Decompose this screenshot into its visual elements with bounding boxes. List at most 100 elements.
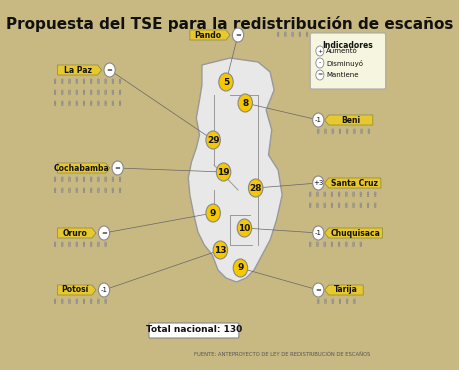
Text: =: = — [106, 67, 112, 73]
FancyBboxPatch shape — [76, 301, 77, 303]
Circle shape — [68, 299, 70, 301]
Circle shape — [359, 192, 361, 194]
FancyBboxPatch shape — [90, 103, 92, 105]
Circle shape — [218, 73, 233, 91]
Circle shape — [97, 188, 99, 190]
Text: FUENTE: ANTEPROYECTO DE LEY DE REDISTRIBUCIÓN DE ESCAÑOS: FUENTE: ANTEPROYECTO DE LEY DE REDISTRIB… — [194, 353, 369, 357]
Text: =: = — [317, 73, 322, 77]
Circle shape — [83, 90, 84, 92]
FancyBboxPatch shape — [83, 81, 84, 84]
Polygon shape — [324, 178, 380, 188]
FancyBboxPatch shape — [119, 81, 121, 84]
Circle shape — [315, 46, 323, 56]
FancyBboxPatch shape — [330, 194, 332, 196]
Circle shape — [97, 101, 99, 103]
FancyBboxPatch shape — [338, 194, 339, 196]
FancyBboxPatch shape — [323, 205, 325, 208]
FancyBboxPatch shape — [298, 34, 300, 37]
Circle shape — [54, 90, 56, 92]
Text: La Paz: La Paz — [63, 65, 91, 74]
Circle shape — [112, 101, 113, 103]
Text: Disminuyó: Disminuyó — [325, 60, 363, 67]
FancyBboxPatch shape — [352, 205, 353, 208]
FancyBboxPatch shape — [62, 190, 63, 192]
FancyBboxPatch shape — [345, 205, 347, 208]
Circle shape — [68, 79, 70, 81]
FancyBboxPatch shape — [76, 190, 77, 192]
Circle shape — [316, 242, 318, 244]
Circle shape — [105, 90, 106, 92]
FancyBboxPatch shape — [324, 301, 325, 303]
FancyBboxPatch shape — [83, 92, 84, 94]
Circle shape — [316, 203, 318, 205]
Polygon shape — [324, 228, 381, 238]
Text: 29: 29 — [207, 135, 219, 145]
FancyBboxPatch shape — [338, 205, 339, 208]
Circle shape — [374, 192, 375, 194]
FancyBboxPatch shape — [112, 179, 113, 182]
Circle shape — [352, 192, 354, 194]
Circle shape — [90, 188, 92, 190]
Circle shape — [105, 79, 106, 81]
FancyBboxPatch shape — [62, 81, 63, 84]
FancyBboxPatch shape — [105, 301, 106, 303]
Circle shape — [331, 129, 333, 131]
Circle shape — [309, 242, 310, 244]
Circle shape — [68, 242, 70, 244]
Circle shape — [309, 192, 310, 194]
Circle shape — [323, 203, 325, 205]
Circle shape — [90, 90, 92, 92]
Circle shape — [317, 129, 319, 131]
FancyBboxPatch shape — [374, 205, 375, 208]
Circle shape — [119, 188, 121, 190]
Circle shape — [237, 219, 251, 237]
FancyBboxPatch shape — [69, 301, 70, 303]
Circle shape — [105, 242, 106, 244]
FancyBboxPatch shape — [62, 301, 63, 303]
FancyBboxPatch shape — [105, 92, 106, 94]
FancyBboxPatch shape — [90, 81, 92, 84]
Circle shape — [374, 203, 375, 205]
Circle shape — [216, 163, 230, 181]
Circle shape — [330, 203, 332, 205]
FancyBboxPatch shape — [331, 301, 333, 303]
Text: 9: 9 — [209, 209, 216, 218]
Circle shape — [104, 63, 115, 77]
Circle shape — [83, 79, 84, 81]
FancyBboxPatch shape — [309, 33, 385, 89]
Circle shape — [337, 203, 339, 205]
FancyBboxPatch shape — [374, 194, 375, 196]
Text: 13: 13 — [213, 246, 226, 255]
Polygon shape — [190, 30, 230, 40]
Polygon shape — [57, 228, 96, 238]
FancyBboxPatch shape — [54, 103, 56, 105]
Circle shape — [112, 90, 113, 92]
Circle shape — [233, 259, 247, 277]
FancyBboxPatch shape — [62, 244, 63, 246]
Circle shape — [61, 79, 63, 81]
FancyBboxPatch shape — [54, 244, 56, 246]
FancyBboxPatch shape — [83, 103, 84, 105]
Circle shape — [76, 90, 78, 92]
Circle shape — [248, 179, 263, 197]
Circle shape — [284, 32, 285, 34]
Circle shape — [315, 58, 323, 68]
FancyBboxPatch shape — [69, 81, 70, 84]
Circle shape — [83, 242, 84, 244]
Circle shape — [54, 101, 56, 103]
Circle shape — [323, 192, 325, 194]
Circle shape — [97, 177, 99, 179]
FancyBboxPatch shape — [105, 103, 106, 105]
FancyBboxPatch shape — [316, 194, 318, 196]
FancyBboxPatch shape — [54, 190, 56, 192]
Circle shape — [90, 299, 92, 301]
Text: 28: 28 — [249, 184, 261, 192]
Circle shape — [353, 299, 354, 301]
Circle shape — [291, 32, 293, 34]
Text: Pando: Pando — [194, 30, 221, 40]
FancyBboxPatch shape — [149, 323, 238, 338]
Circle shape — [323, 242, 325, 244]
Circle shape — [213, 241, 227, 259]
Circle shape — [90, 242, 92, 244]
FancyBboxPatch shape — [330, 205, 332, 208]
